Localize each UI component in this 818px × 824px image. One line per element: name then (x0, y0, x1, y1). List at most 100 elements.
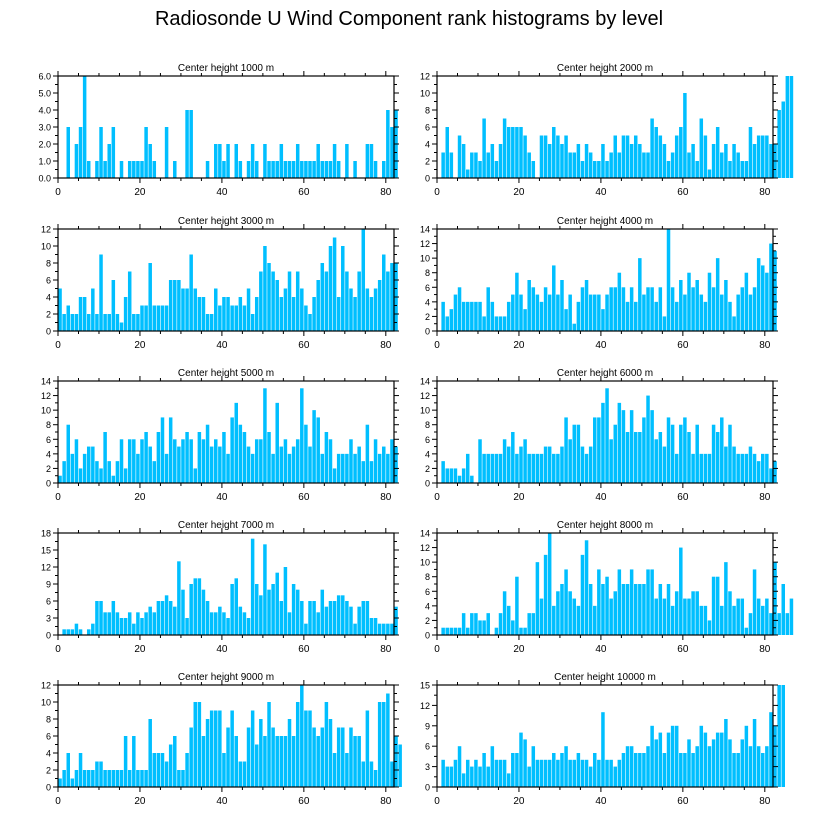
histogram-bar (666, 417, 671, 483)
histogram-bar (140, 305, 144, 331)
histogram-bar (353, 161, 357, 178)
histogram-bar (382, 254, 386, 331)
histogram-bar (646, 395, 650, 483)
histogram-bar (769, 613, 773, 635)
y-tick-label: 6 (46, 435, 51, 445)
histogram-bar (373, 288, 378, 331)
y-tick-label: 10 (41, 698, 51, 708)
chart-panel: Center height 8000 m 0 20 40 60 80 0 2 4 6 8 10 12 14 (420, 520, 794, 655)
histogram-bar (160, 417, 165, 483)
histogram-bar (140, 439, 144, 483)
histogram-bar (506, 773, 511, 787)
histogram-bar (189, 727, 193, 787)
histogram-bar (107, 314, 111, 331)
histogram-bar (373, 439, 378, 483)
y-tick-label: 12 (420, 391, 430, 401)
histogram-bar (756, 461, 761, 483)
histogram-bar (230, 710, 234, 787)
x-tick-label: 80 (380, 492, 392, 503)
histogram-bar (486, 613, 490, 635)
histogram-bar (279, 736, 284, 787)
histogram-bar (470, 301, 474, 331)
histogram-bar (267, 432, 271, 483)
histogram-bar (658, 432, 663, 483)
histogram-bar (259, 595, 263, 635)
histogram-bar (490, 746, 495, 787)
histogram-bar (445, 468, 449, 483)
histogram-bar (201, 439, 206, 483)
histogram-bar (613, 287, 617, 331)
histogram-bar (502, 759, 507, 787)
histogram-bar (588, 584, 593, 635)
histogram-bar (279, 297, 284, 331)
histogram-bar (95, 314, 99, 331)
histogram-bar (674, 453, 679, 483)
histogram-bar (695, 161, 699, 178)
histogram-bar (369, 761, 374, 787)
histogram-bar (777, 110, 781, 178)
histogram-bar (449, 152, 454, 178)
y-tick-label: 2 (46, 464, 51, 474)
histogram-bar (271, 453, 275, 483)
histogram-bar (332, 468, 337, 483)
y-tick-label: 0 (425, 479, 430, 489)
histogram-bar (271, 727, 275, 787)
histogram-bar (720, 294, 724, 331)
histogram-bar (132, 161, 136, 178)
histogram-bar (259, 439, 263, 483)
histogram-bar (254, 584, 259, 635)
histogram-bar (107, 461, 111, 483)
y-tick-label: 8 (425, 572, 430, 582)
histogram-bar (197, 702, 202, 787)
histogram-bar (740, 453, 745, 483)
histogram-bar (164, 127, 169, 178)
histogram-bar (181, 589, 185, 635)
histogram-bar (357, 271, 361, 331)
histogram-bar (78, 297, 83, 331)
histogram-bar (646, 287, 650, 331)
histogram-bar (703, 301, 708, 331)
y-tick-label: 2 (46, 310, 51, 320)
histogram-bar (761, 265, 765, 331)
x-tick-label: 80 (759, 187, 771, 198)
histogram-bar (382, 446, 386, 483)
histogram-bar (642, 584, 646, 635)
histogram-bar (267, 589, 271, 635)
histogram-bar (304, 623, 308, 635)
y-tick-label: 10 (420, 254, 430, 264)
histogram-bar (279, 601, 284, 635)
histogram-bar (111, 601, 116, 635)
histogram-bar (336, 595, 341, 635)
histogram-bar (674, 135, 679, 178)
histogram-bar (687, 272, 691, 331)
histogram-bar (234, 578, 238, 635)
histogram-bar (617, 759, 622, 787)
histogram-bar (304, 305, 308, 331)
histogram-bar (449, 627, 454, 635)
histogram-bar (316, 612, 320, 635)
histogram-bar (345, 601, 349, 635)
histogram-bar (748, 127, 753, 178)
histogram-bar (345, 144, 349, 178)
histogram-bar (576, 144, 581, 178)
histogram-bar (736, 453, 740, 483)
histogram-bar (679, 753, 683, 787)
histogram-bar (336, 161, 341, 178)
histogram-bar (312, 161, 316, 178)
histogram-bar (181, 770, 185, 787)
histogram-bar (308, 710, 312, 787)
x-tick-label: 20 (134, 187, 146, 198)
histogram-bar (691, 753, 695, 787)
histogram-bar (633, 584, 638, 635)
histogram-bar (205, 719, 210, 787)
y-tick-label: 0 (46, 783, 51, 793)
x-tick-label: 80 (759, 644, 771, 655)
histogram-bar (357, 736, 361, 787)
histogram-bar (209, 710, 214, 787)
histogram-bar (103, 161, 107, 178)
figure-title: Radiosonde U Wind Component rank histogr… (154, 8, 664, 30)
histogram-bar (470, 152, 474, 178)
histogram-bar (670, 605, 675, 635)
histogram-bar (275, 402, 279, 483)
histogram-bar (789, 76, 794, 178)
